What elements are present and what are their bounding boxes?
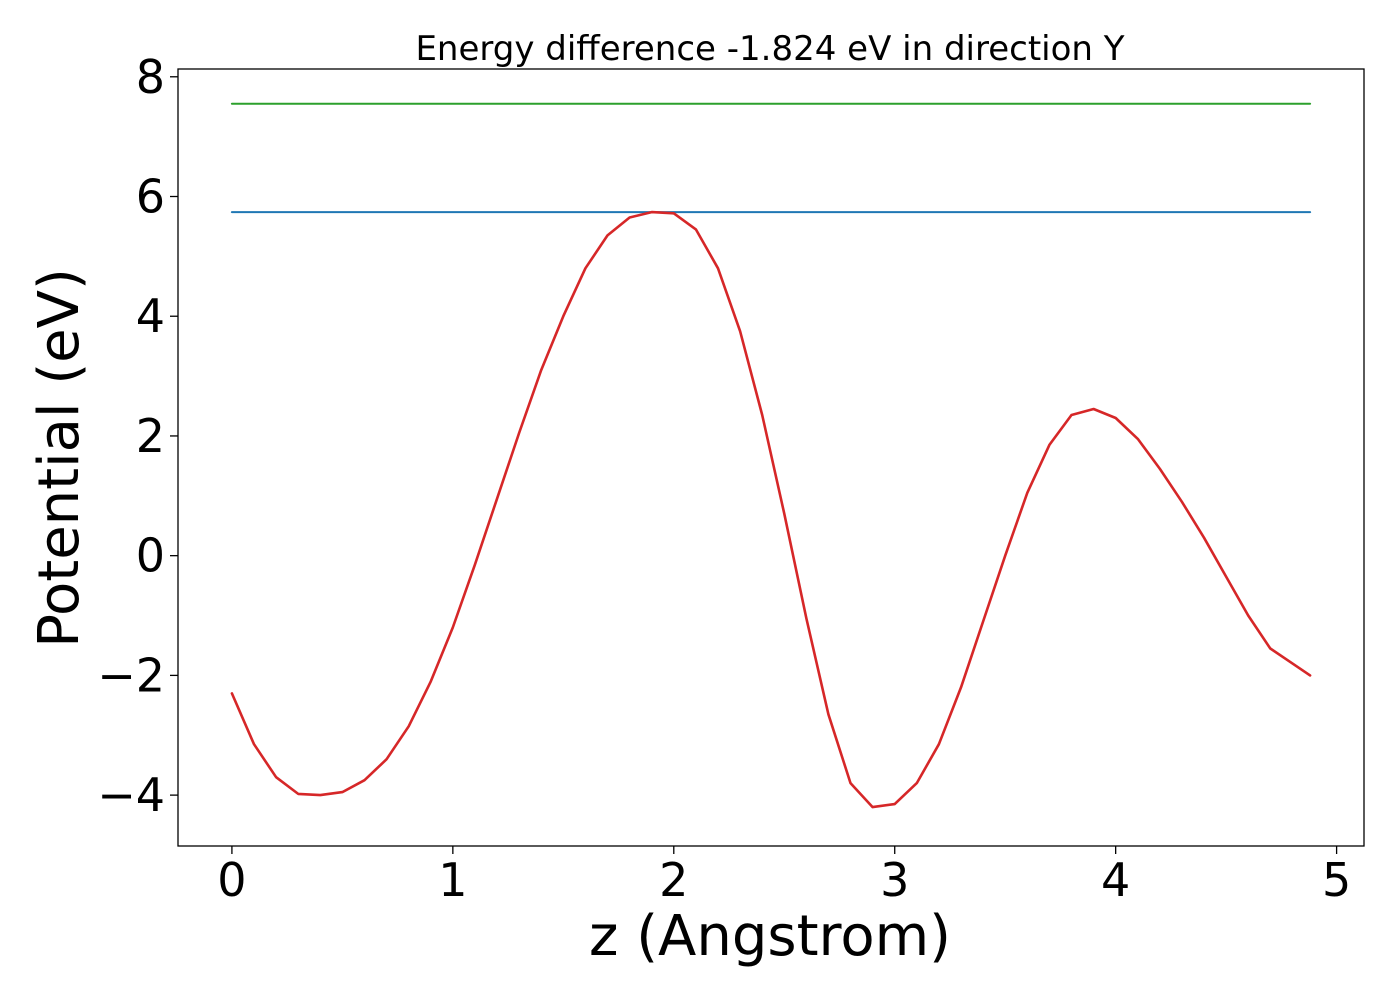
x-tick-label: 5 <box>1322 853 1351 907</box>
x-tick-label: 0 <box>217 853 246 907</box>
y-tick-label: 6 <box>136 170 165 224</box>
plot-area-frame <box>177 68 1365 847</box>
x-axis-ticks: 0 1 2 3 4 5 <box>217 846 1351 907</box>
y-axis-ticks: −4 −2 0 2 4 6 8 <box>97 50 178 822</box>
y-tick-label: 2 <box>136 409 165 463</box>
y-tick-label: −2 <box>97 648 165 702</box>
potential-curve-line <box>230 210 1312 809</box>
y-tick-label: 0 <box>136 529 165 583</box>
x-tick-label: 3 <box>880 853 909 907</box>
y-tick-label: 4 <box>136 289 165 343</box>
x-tick-label: 2 <box>659 853 688 907</box>
y-axis-label: Potential (eV) <box>27 268 92 648</box>
y-tick-label: 8 <box>136 50 165 104</box>
x-axis-label: z (Angstrom) <box>589 904 951 969</box>
x-tick-label: 1 <box>438 853 467 907</box>
chart-title: Energy difference -1.824 eV in direction… <box>415 29 1124 69</box>
x-tick-label: 4 <box>1101 853 1130 907</box>
series-layer <box>230 102 1312 809</box>
y-tick-label: −4 <box>97 768 165 822</box>
